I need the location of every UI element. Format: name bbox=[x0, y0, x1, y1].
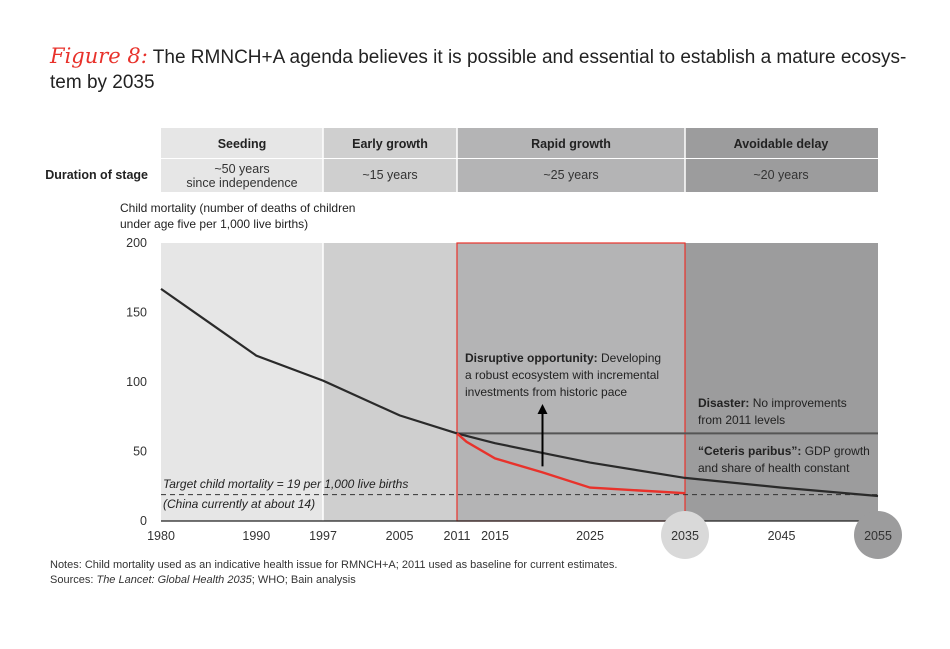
y-tick-label: 50 bbox=[133, 445, 147, 459]
x-tick-label: 1980 bbox=[147, 529, 175, 543]
ceteris-annotation-line2: and share of health constant bbox=[698, 461, 850, 475]
y-axis-label-line1: Child mortality (number of deaths of chi… bbox=[120, 201, 355, 215]
figure-label: Figure 8: bbox=[50, 44, 148, 68]
series-line-historic bbox=[160, 287, 458, 435]
stage-duration-rapid-growth: ~25 years bbox=[543, 168, 598, 182]
y-tick-label: 0 bbox=[140, 514, 147, 528]
chart: Seeding Early growth Rapid growth Avoida… bbox=[45, 128, 902, 559]
disruptive-arrow-head bbox=[537, 404, 548, 414]
x-tick-label: 1997 bbox=[309, 529, 337, 543]
stage-name-avoidable-delay: Avoidable delay bbox=[734, 137, 829, 151]
x-tick-label: 2025 bbox=[576, 529, 604, 543]
disruptive-annotation-line2: a robust ecosystem with incremental bbox=[465, 368, 659, 382]
x-tick-label: 2011 bbox=[444, 529, 471, 543]
stage-name-rapid-growth: Rapid growth bbox=[531, 137, 611, 151]
stage-duration-bg-early bbox=[323, 159, 457, 192]
sources-line: Sources: The Lancet: Global Health 2035;… bbox=[50, 574, 356, 586]
stage-band-seeding bbox=[161, 243, 323, 521]
x-tick-label: 1990 bbox=[242, 529, 270, 543]
figure-title-text: The RMNCH+A agenda believes it is possib… bbox=[50, 47, 907, 93]
ceteris-annotation-line1: “Ceteris paribus”: GDP growth bbox=[698, 444, 870, 458]
stage-duration-seeding-sub: since independence bbox=[186, 176, 297, 190]
stage-band-avoidable-delay bbox=[685, 243, 878, 521]
stage-header-bg-rapid bbox=[457, 128, 685, 158]
stage-duration-early-growth: ~15 years bbox=[362, 168, 417, 182]
notes: Notes: Child mortality used as an indica… bbox=[50, 558, 617, 588]
stage-duration-bg-seeding bbox=[161, 159, 323, 192]
stage-bands bbox=[161, 242, 878, 522]
x-tick-label: 2015 bbox=[481, 529, 509, 543]
target-annotation-line2: (China currently at about 14) bbox=[163, 497, 315, 511]
x-tick-highlight-circle bbox=[661, 511, 709, 559]
disaster-annotation-line1: Disaster: No improvements bbox=[698, 396, 847, 410]
stage-duration-seeding: ~50 years bbox=[214, 162, 269, 176]
x-tick-label: 2035 bbox=[671, 529, 699, 543]
y-tick-label: 150 bbox=[126, 306, 147, 320]
stage-header: Seeding Early growth Rapid growth Avoida… bbox=[45, 128, 878, 192]
stage-header-bg-seeding bbox=[161, 128, 323, 158]
figure-title: Figure 8: The RMNCH+A agenda believes it… bbox=[50, 44, 910, 95]
y-axis-label-line2: under age five per 1,000 live births) bbox=[120, 217, 308, 231]
y-tick-label: 200 bbox=[126, 236, 147, 250]
x-tick-label: 2045 bbox=[768, 529, 796, 543]
stage-header-bg-delay bbox=[685, 128, 878, 158]
stage-header-bg-early bbox=[323, 128, 457, 158]
x-tick-label: 2005 bbox=[386, 529, 414, 543]
x-tick-highlight-circle bbox=[854, 511, 902, 559]
stage-band-early-growth bbox=[323, 243, 457, 521]
disruptive-annotation-line1: Disruptive opportunity: Developing bbox=[465, 351, 661, 365]
series-line-ceteris-paribus bbox=[456, 432, 879, 498]
y-tick-label: 100 bbox=[126, 375, 147, 389]
series-lines bbox=[160, 287, 879, 498]
stage-duration-bg-delay bbox=[685, 159, 878, 192]
stage-duration-avoidable-delay: ~20 years bbox=[753, 168, 808, 182]
annotations: Disruptive opportunity: Developing a rob… bbox=[163, 351, 870, 511]
target-annotation-line1: Target child mortality = 19 per 1,000 li… bbox=[163, 477, 408, 491]
x-tick-label: 2055 bbox=[864, 529, 892, 543]
stage-name-seeding: Seeding bbox=[218, 137, 267, 151]
stage-duration-bg-rapid bbox=[457, 159, 685, 192]
duration-row-label: Duration of stage bbox=[45, 168, 148, 182]
disruptive-annotation-line3: investments from historic pace bbox=[465, 385, 627, 399]
y-axis-ticks: 0 50 100 150 200 bbox=[126, 236, 147, 528]
stage-band-rapid-growth bbox=[457, 243, 685, 521]
x-axis-ticks: 1980 1990 1997 2005 2011 2015 2025 2035 2045 2055 bbox=[147, 511, 902, 559]
disaster-annotation-line2: from 2011 levels bbox=[698, 413, 785, 427]
series-line-disruptive-opportunity bbox=[456, 432, 686, 495]
stage-name-early-growth: Early growth bbox=[352, 137, 428, 151]
notes-line: Notes: Child mortality used as an indica… bbox=[50, 559, 618, 571]
